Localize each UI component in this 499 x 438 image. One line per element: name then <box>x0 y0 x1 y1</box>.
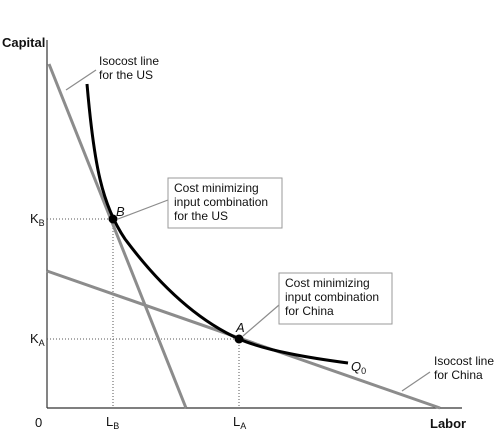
point-b-label: B <box>116 204 125 219</box>
tick-lb: LB <box>106 414 119 431</box>
isocost-china-label: Isocost line for China <box>434 354 497 382</box>
point-a-marker <box>234 334 244 344</box>
isoquant-curve <box>85 83 349 365</box>
callout-china-box <box>278 272 393 325</box>
origin-label: 0 <box>35 415 42 430</box>
isocost-line-us <box>47 63 188 409</box>
isocost-us-label: Isocost line for the US <box>99 54 162 82</box>
tick-kb: KB <box>30 211 45 228</box>
tick-ka: KA <box>30 331 45 348</box>
callout-china-text: Cost minimizing input combination for Ch… <box>285 276 382 318</box>
callout-us-leader <box>117 199 169 220</box>
point-b-marker <box>108 214 118 224</box>
isocost-us-leader <box>65 69 97 91</box>
callout-us-box <box>167 177 283 229</box>
callout-us-text: Cost minimizing input combination for th… <box>174 181 271 223</box>
y-axis-title: Capital <box>2 35 45 50</box>
callout-china-leader <box>242 304 280 337</box>
tick-la: LA <box>233 414 246 431</box>
isocost-china-leader <box>401 371 431 392</box>
point-a-label: A <box>235 320 245 335</box>
isoquant-label: Q0 <box>351 359 366 376</box>
x-axis-title: Labor <box>430 416 466 431</box>
